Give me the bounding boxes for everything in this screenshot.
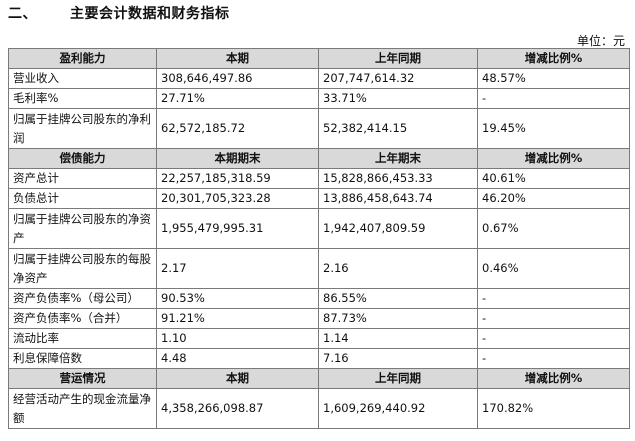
header-cell: 本期 [156,368,319,389]
table-row: 归属于挂牌公司股东的每股净资产 2.17 2.16 0.46% [8,248,630,289]
table-row: 资产负债率%（母公司） 90.53% 86.55% - [8,288,630,309]
row-label: 营业收入 [8,68,157,89]
row-label: 负债总计 [8,188,157,209]
header-cell: 增减比例% [477,368,630,389]
current-value: 308,646,497.86 [156,68,319,89]
header-cell: 本期 [156,48,319,69]
section-heading: 二、 主要会计数据和财务指标 [8,3,230,23]
prior-value: 33.71% [318,88,478,109]
row-label: 利息保障倍数 [8,348,157,369]
current-value: 4,358,266,098.87 [156,388,319,429]
current-value: 4.48 [156,348,319,369]
table-row: 营业收入 308,646,497.86 207,747,614.32 48.57… [8,68,630,89]
current-value: 2.17 [156,248,319,289]
header-cell: 营运情况 [8,368,157,389]
table-row: 资产总计 22,257,185,318.59 15,828,866,453.33… [8,168,630,189]
header-cell: 上年期末 [318,148,478,169]
table-row: 资产负债率%（合并） 91.21% 87.73% - [8,308,630,329]
row-label: 资产负债率%（合并） [8,308,157,329]
change-value: - [477,328,630,349]
prior-value: 207,747,614.32 [318,68,478,89]
prior-value: 15,828,866,453.33 [318,168,478,189]
header-cell: 上年同期 [318,48,478,69]
row-label: 资产总计 [8,168,157,189]
change-value: - [477,308,630,329]
change-value: 170.82% [477,388,630,429]
row-label: 经营活动产生的现金流量净额 [8,388,157,429]
current-value: 22,257,185,318.59 [156,168,319,189]
unit-label: 单位：元 [576,34,625,48]
header-cell: 本期期末 [156,148,319,169]
table-row: 毛利率% 27.71% 33.71% - [8,88,630,109]
prior-value: 7.16 [318,348,478,369]
header-cell: 增减比例% [477,148,630,169]
current-value: 1.10 [156,328,319,349]
current-value: 91.21% [156,308,319,329]
row-label: 毛利率% [8,88,157,109]
header-cell: 偿债能力 [8,148,157,169]
prior-value: 87.73% [318,308,478,329]
current-value: 90.53% [156,288,319,309]
table-row: 归属于挂牌公司股东的净利润 62,572,185.72 52,382,414.1… [8,108,630,149]
financial-indicators-table: 盈利能力 本期 上年同期 增减比例% 营业收入 308,646,497.86 2… [8,48,630,429]
change-value: 0.46% [477,248,630,289]
row-label: 归属于挂牌公司股东的每股净资产 [8,248,157,289]
prior-value: 86.55% [318,288,478,309]
current-value: 1,955,479,995.31 [156,208,319,249]
row-label: 归属于挂牌公司股东的净资产 [8,208,157,249]
change-value: 19.45% [477,108,630,149]
prior-value: 13,886,458,643.74 [318,188,478,209]
change-value: 48.57% [477,68,630,89]
header-cell: 增减比例% [477,48,630,69]
change-value: 46.20% [477,188,630,209]
prior-value: 52,382,414.15 [318,108,478,149]
prior-value: 2.16 [318,248,478,289]
section-number: 二、 [8,6,37,22]
section-title: 主要会计数据和财务指标 [70,6,230,22]
table-row: 经营活动产生的现金流量净额 4,358,266,098.87 1,609,269… [8,388,630,429]
change-value: - [477,348,630,369]
row-label: 流动比率 [8,328,157,349]
change-value: 40.61% [477,168,630,189]
header-cell: 上年同期 [318,368,478,389]
prior-value: 1.14 [318,328,478,349]
table-row: 利息保障倍数 4.48 7.16 - [8,348,630,369]
change-value: 0.67% [477,208,630,249]
current-value: 27.71% [156,88,319,109]
table-row: 归属于挂牌公司股东的净资产 1,955,479,995.31 1,942,407… [8,208,630,249]
current-value: 20,301,705,323.28 [156,188,319,209]
change-value: - [477,88,630,109]
prior-value: 1,609,269,440.92 [318,388,478,429]
header-cell: 盈利能力 [8,48,157,69]
table-row: 负债总计 20,301,705,323.28 13,886,458,643.74… [8,188,630,209]
row-label: 归属于挂牌公司股东的净利润 [8,108,157,149]
prior-value: 1,942,407,809.59 [318,208,478,249]
change-value: - [477,288,630,309]
profitability-header-row: 盈利能力 本期 上年同期 增减比例% [8,48,630,69]
table-row: 流动比率 1.10 1.14 - [8,328,630,349]
solvency-header-row: 偿债能力 本期期末 上年期末 增减比例% [8,148,630,169]
row-label: 资产负债率%（母公司） [8,288,157,309]
operations-header-row: 营运情况 本期 上年同期 增减比例% [8,368,630,389]
current-value: 62,572,185.72 [156,108,319,149]
